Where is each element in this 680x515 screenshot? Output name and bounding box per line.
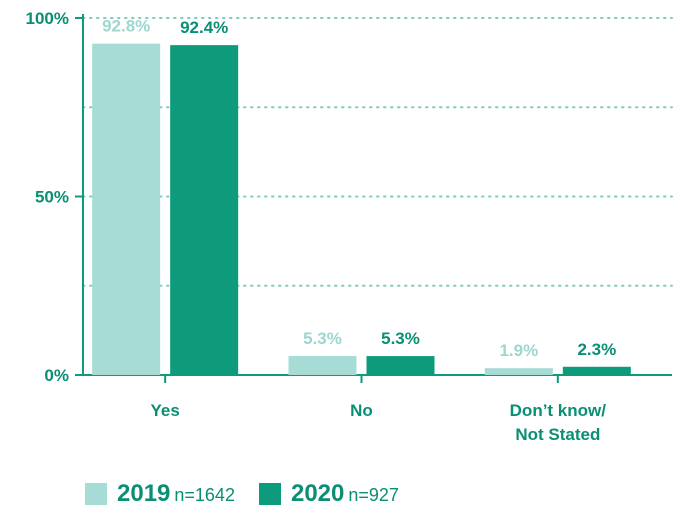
x-tick-label-2-1: Not Stated: [515, 425, 600, 444]
y-tick-label-50: 50%: [35, 188, 69, 207]
legend-item-2019: 2019 n=1642: [85, 480, 235, 508]
bar-2019-2: [484, 368, 553, 375]
data-label-2020-0: 92.4%: [180, 18, 228, 37]
legend-year-2019: 2019: [117, 480, 171, 507]
bar-2020-2: [562, 366, 631, 375]
x-tick-label-1-0: No: [350, 401, 373, 420]
x-tick-label-2-0: Don’t know/: [510, 401, 607, 420]
bar-2019-0: [92, 43, 161, 375]
y-tick-label-100: 100%: [26, 9, 69, 28]
bar-chart: 100% 50% 0% Yes 92.8% 92.4% No 5.3% 5.3% Don’t kn…: [26, 9, 673, 444]
data-label-2020-1: 5.3%: [381, 329, 420, 348]
data-label-2020-2: 2.3%: [577, 340, 616, 359]
legend-n-2019: n=1642: [174, 485, 235, 505]
bar-2019-1: [288, 356, 357, 375]
legend-year-2020: 2020: [290, 480, 345, 507]
bar-2020-0: [170, 45, 239, 376]
legend-n-2020: n=927: [348, 485, 399, 505]
x-tick-label-0-0: Yes: [151, 401, 180, 420]
data-label-2019-1: 5.3%: [303, 329, 342, 348]
bar-2020-1: [366, 356, 435, 375]
legend-swatch-2019: [85, 483, 107, 505]
legend-item-2020: 2020 n=927: [258, 480, 399, 508]
legend-swatch-2020: [258, 483, 281, 505]
data-label-2019-0: 92.8%: [102, 17, 150, 36]
y-tick-label-0: 0%: [44, 366, 69, 385]
legend: 2019 n=1642 2020 n=927: [85, 480, 423, 508]
data-label-2019-2: 1.9%: [499, 341, 538, 360]
